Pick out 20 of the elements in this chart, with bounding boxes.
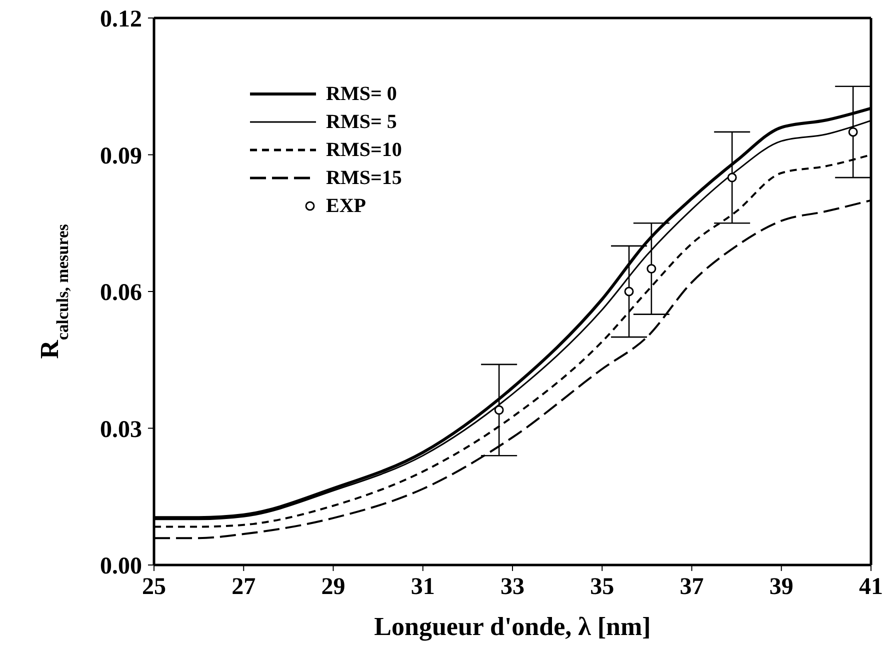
- legend-label: RMS=15: [326, 166, 402, 190]
- legend-label: RMS=10: [326, 138, 402, 162]
- y-tick-label: 0.00: [100, 554, 142, 580]
- x-tick-label: 37: [680, 574, 704, 600]
- y-tick-label: 0.12: [100, 6, 142, 33]
- x-tick-label: 31: [410, 574, 435, 600]
- y-tick-label: 0.06: [100, 280, 142, 306]
- legend-label: RMS= 0: [326, 82, 397, 106]
- x-tick-label: 27: [232, 574, 256, 600]
- legend-label: RMS= 5: [326, 110, 397, 134]
- x-tick-label: 33: [500, 574, 524, 600]
- x-tick-label: 29: [321, 574, 346, 600]
- x-tick-label: 41: [859, 574, 883, 600]
- legend-label: EXP: [326, 194, 366, 218]
- x-tick-label: 35: [590, 574, 614, 600]
- y-tick-label: 0.09: [100, 143, 142, 170]
- x-axis-title: Longueur d'onde, λ [nm]: [374, 612, 651, 641]
- y-tick-label: 0.03: [100, 416, 142, 443]
- x-tick-label: 25: [142, 574, 166, 600]
- x-tick-label: 39: [769, 574, 794, 600]
